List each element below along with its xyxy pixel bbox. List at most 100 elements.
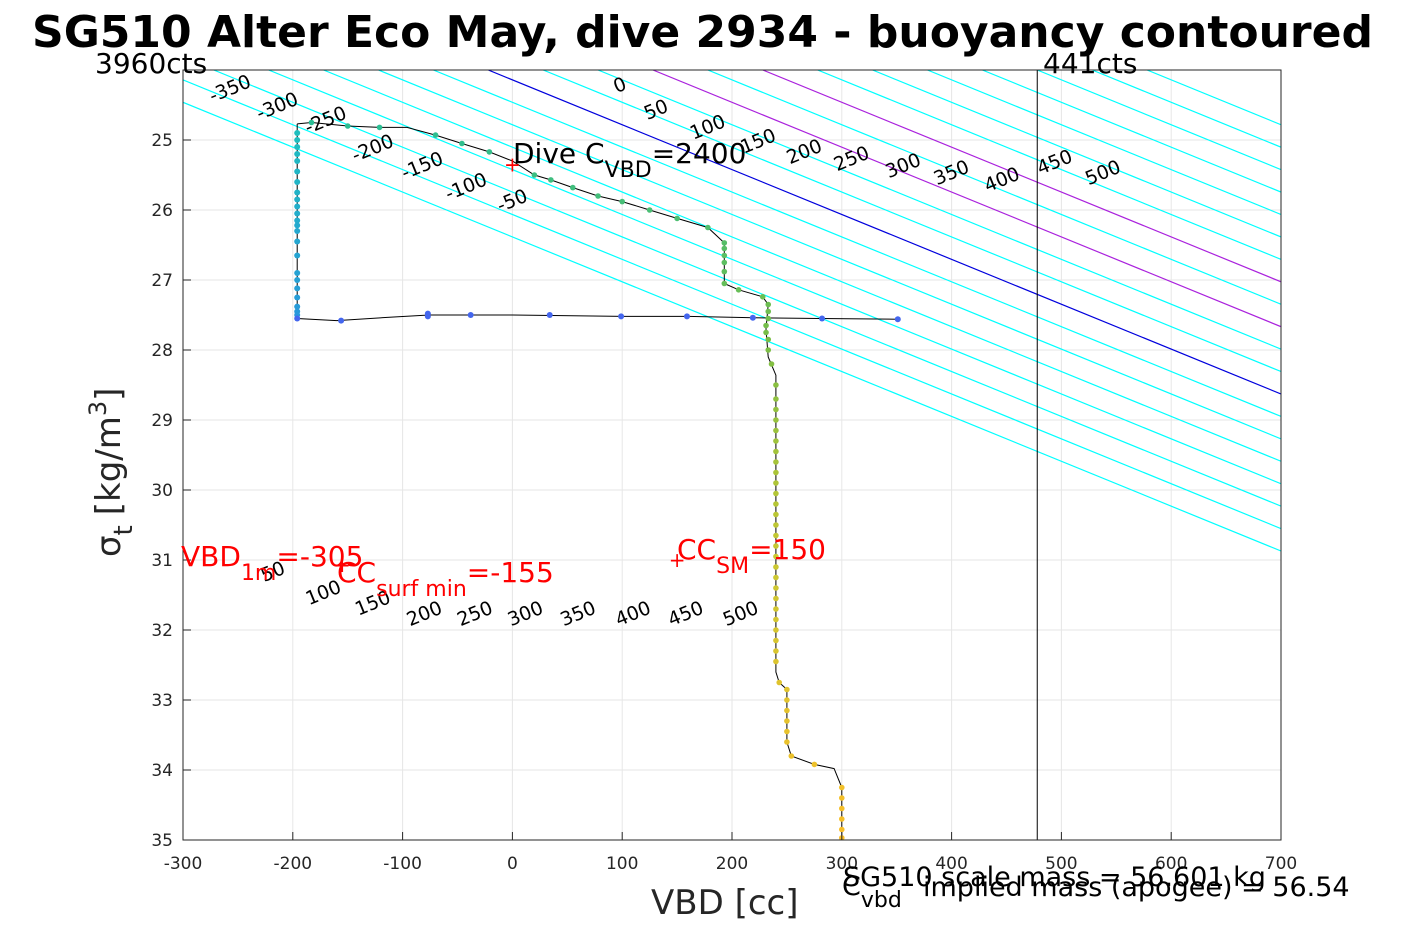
apogee-point — [467, 312, 474, 318]
contour-label: 450 — [1034, 145, 1076, 179]
sample-point — [294, 151, 301, 157]
sample-point — [773, 382, 779, 388]
buoyancy-contours — [183, 70, 1281, 552]
sample-point — [784, 728, 790, 735]
sample-point — [773, 459, 779, 465]
apogee-line — [296, 123, 898, 322]
sample-point — [548, 177, 554, 183]
sample-point — [788, 753, 795, 759]
sample-point — [308, 119, 315, 126]
x-tick-label: 0 — [507, 854, 518, 874]
sample-point — [839, 784, 845, 791]
sample-point — [294, 303, 301, 310]
sample-point — [531, 172, 538, 178]
sample-point — [721, 280, 728, 287]
sample-point — [646, 207, 653, 213]
sample-point — [721, 252, 728, 259]
chart-title: SG510 Alter Eco May, dive 2934 - buoyanc… — [32, 7, 1373, 58]
y-axis-close: ] — [89, 388, 129, 401]
contour-line — [183, 79, 1281, 530]
sample-point — [773, 490, 779, 497]
sample-point — [765, 347, 772, 353]
contour-label: 300 — [505, 597, 547, 631]
x-tick-label: 700 — [1265, 854, 1297, 874]
sample-point — [595, 193, 601, 199]
y-axis-unit: [kg/m — [89, 416, 129, 515]
dive-c-main: Dive C — [513, 137, 605, 170]
sample-point — [773, 637, 779, 644]
sample-point — [294, 137, 301, 143]
sample-point — [759, 294, 766, 300]
contour-line — [488, 70, 1281, 395]
vbd-1m-sub: 1m — [241, 561, 276, 586]
apogee-point — [338, 317, 345, 324]
contour-line — [927, 70, 1281, 216]
cc-sm-value: =150 — [749, 533, 826, 566]
sample-point — [294, 285, 301, 292]
contour-label: 0 — [610, 73, 630, 98]
sample-point — [773, 648, 779, 654]
sample-point — [773, 606, 779, 612]
sample-point — [294, 144, 301, 150]
sample-point — [721, 240, 728, 246]
sample-point — [294, 238, 301, 245]
x-tick-label: 500 — [1045, 854, 1077, 874]
contour-label: -100 — [442, 169, 490, 206]
y-axis-symbol: σ — [89, 535, 129, 557]
contour-label: -200 — [349, 130, 397, 167]
sample-point — [619, 198, 625, 205]
contour-line — [597, 70, 1281, 350]
sample-point — [773, 627, 779, 633]
contour-line — [433, 70, 1281, 418]
sample-point — [459, 140, 465, 147]
cc-sm-sub: SM — [716, 554, 749, 579]
sample-point — [294, 270, 301, 276]
dive-c-annotation: Dive CVBD=2400 — [513, 137, 746, 183]
sample-point — [773, 427, 779, 434]
y-tick-label: 30 — [151, 481, 173, 501]
sample-point — [705, 224, 711, 231]
contour-label: -300 — [253, 88, 301, 125]
sample-point — [773, 585, 779, 591]
contour-label: -250 — [302, 102, 350, 139]
x-tick-label: 200 — [716, 854, 748, 874]
sample-point — [294, 189, 301, 196]
y-tick-label: 26 — [151, 201, 173, 221]
sample-point — [839, 805, 845, 812]
sample-point — [294, 210, 301, 217]
contour-line — [762, 70, 1281, 283]
sample-point — [839, 795, 845, 801]
sample-point — [839, 816, 845, 822]
contour-label: -50 — [494, 185, 531, 217]
sample-point — [773, 417, 779, 423]
sample-point — [432, 132, 439, 138]
sample-point — [773, 396, 779, 402]
sample-point — [768, 361, 775, 367]
profile-line — [297, 121, 843, 840]
sample-point — [294, 277, 301, 283]
vbd-1m-annotation: VBD1m=-305 — [181, 540, 363, 586]
contour-line — [378, 70, 1281, 440]
y-tick-label: 35 — [151, 831, 173, 851]
x-axis-ticks: -300 -200 -100 0 100 200 300 400 500 600 700 — [164, 832, 1297, 874]
marker-plus: + — [504, 153, 521, 177]
sample-point — [784, 718, 790, 724]
sample-point — [763, 329, 769, 336]
sample-point — [773, 469, 779, 476]
apogee-point — [894, 316, 901, 323]
sample-point — [773, 658, 779, 665]
cvbd-label: Cvbd — [842, 871, 902, 913]
sample-point — [763, 322, 769, 329]
sample-point — [294, 228, 301, 234]
cvbd-main: C — [842, 871, 861, 902]
sample-point — [773, 438, 779, 444]
sample-point — [773, 501, 779, 507]
contour-line — [652, 70, 1281, 328]
contour-line — [817, 70, 1281, 261]
sample-point — [294, 294, 301, 301]
y-tick-label: 28 — [151, 341, 173, 361]
contour-line — [1091, 70, 1281, 148]
contour-line — [268, 70, 1281, 485]
sample-point — [773, 543, 779, 549]
